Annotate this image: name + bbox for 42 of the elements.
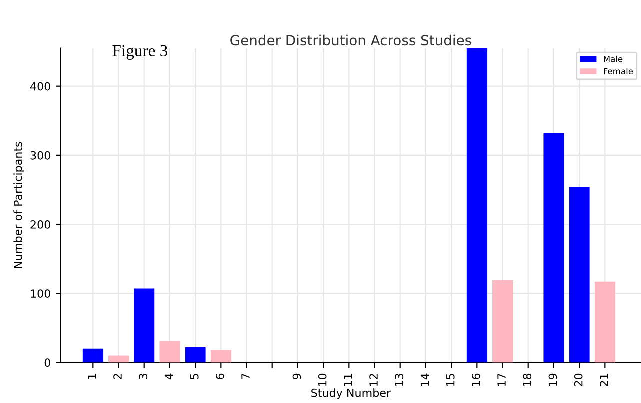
y-tick-label: 100 xyxy=(31,290,50,298)
legend-label: Female xyxy=(604,68,634,75)
x-tick-label: 1 xyxy=(88,374,96,379)
y-tick-label: 400 xyxy=(30,82,50,91)
x-tick-label: 11 xyxy=(344,374,352,386)
x-tick-label: 7 xyxy=(242,374,250,380)
bar xyxy=(160,341,180,363)
x-tick-label: 5 xyxy=(190,374,199,380)
annotation: Figure 3 xyxy=(112,45,168,60)
y-tick-label: 200 xyxy=(30,220,50,229)
x-tick-label: 12 xyxy=(370,374,378,386)
chart-title: Gender Distribution Across Studies xyxy=(230,34,472,46)
x-tick-label: 13 xyxy=(395,374,404,386)
y-tick-label: 0 xyxy=(44,358,50,368)
x-tick-label: 9 xyxy=(292,374,302,380)
bar xyxy=(185,348,206,363)
x-tick-label: 20 xyxy=(574,374,583,386)
y-tick-label: 300 xyxy=(30,151,50,160)
bar xyxy=(544,133,564,363)
x-tick-label: 19 xyxy=(548,374,558,386)
bar xyxy=(210,350,232,363)
x-tick-label: 2 xyxy=(114,374,122,380)
x-tick-label: 15 xyxy=(446,374,455,386)
bar xyxy=(134,288,155,363)
x-axis-title: Study Number xyxy=(312,388,392,400)
x-tick-label: 21 xyxy=(600,374,608,386)
x-tick-label: 3 xyxy=(139,374,148,380)
x-tick-label: 17 xyxy=(498,374,506,386)
x-tick-label: 4 xyxy=(164,374,174,380)
bar xyxy=(492,280,513,363)
x-tick-label: 10 xyxy=(318,374,327,386)
x-tick-label: 16 xyxy=(472,374,480,386)
x-tick-label: 14 xyxy=(420,374,430,386)
y-axis-title: Number of Participants xyxy=(14,142,24,268)
bar xyxy=(108,356,129,363)
bar xyxy=(82,348,104,363)
bar xyxy=(466,48,488,363)
x-tick-label: 6 xyxy=(216,374,224,380)
legend-label: Male xyxy=(604,56,623,62)
x-tick-label: 18 xyxy=(523,374,532,386)
bar xyxy=(569,187,590,363)
bar xyxy=(594,282,616,363)
